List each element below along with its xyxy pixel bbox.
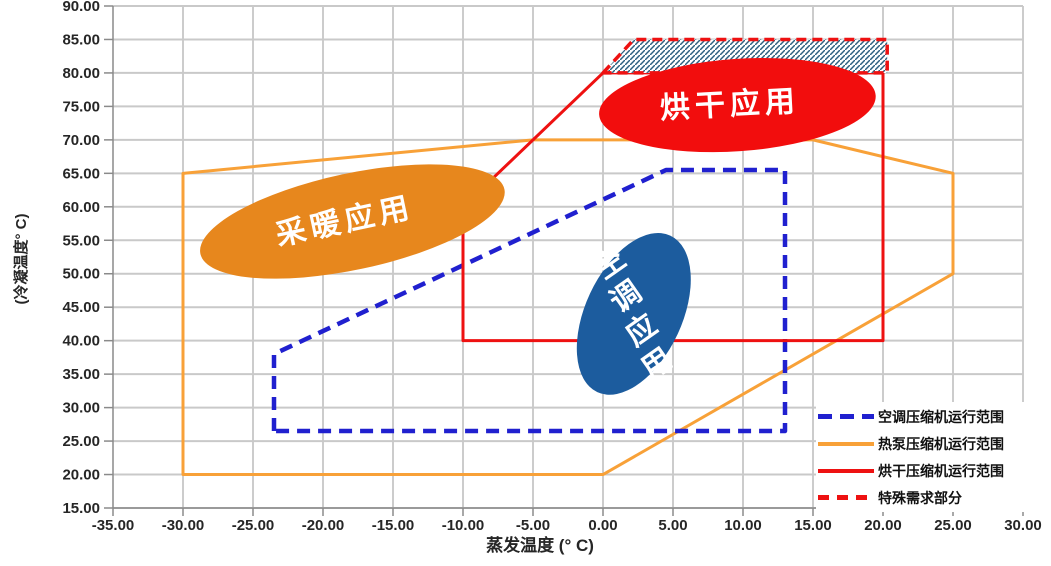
y-tick-label: 85.00 bbox=[62, 31, 100, 48]
y-tick-label: 70.00 bbox=[62, 132, 100, 149]
x-tick-label: -30.00 bbox=[162, 517, 205, 534]
range-polygon-dashed-2020cf bbox=[271, 167, 788, 434]
x-tick-label: -20.00 bbox=[302, 517, 345, 534]
x-tick-label: 15.00 bbox=[794, 517, 832, 534]
series-polygons bbox=[181, 37, 955, 477]
y-tick-label: 35.00 bbox=[62, 366, 100, 383]
legend: 空调压缩机运行范围 热泵压缩机运行范围 烘干压缩机运行范围 特殊需求部分 bbox=[816, 402, 1024, 512]
x-tick-label: 0.00 bbox=[588, 517, 617, 534]
legend-item-label: 热泵压缩机运行范围 bbox=[878, 435, 1004, 452]
application-ellipse bbox=[599, 57, 876, 153]
x-tick-label: 10.00 bbox=[724, 517, 762, 534]
legend-item-label: 空调压缩机运行范围 bbox=[878, 408, 1004, 425]
y-tick-label: 40.00 bbox=[62, 333, 100, 350]
application-ellipse bbox=[576, 233, 691, 395]
legend-item: 特殊需求部分 bbox=[818, 484, 1024, 511]
x-tick-label: -10.00 bbox=[442, 517, 485, 534]
legend-line-sample bbox=[818, 468, 874, 473]
legend-line-sample bbox=[818, 414, 874, 419]
y-tick-label: 60.00 bbox=[62, 199, 100, 216]
x-tick-label: -35.00 bbox=[92, 517, 135, 534]
y-axis-title: (冷凝温度° C) bbox=[13, 213, 30, 305]
legend-line-sample bbox=[818, 441, 874, 446]
x-tick-label: 25.00 bbox=[934, 517, 972, 534]
x-tick-label: 20.00 bbox=[864, 517, 902, 534]
legend-item: 热泵压缩机运行范围 bbox=[818, 430, 1024, 457]
y-tick-label: 20.00 bbox=[62, 467, 100, 484]
y-tick-label: 25.00 bbox=[62, 433, 100, 450]
x-axis-title: 蒸发温度 (° C) bbox=[486, 536, 594, 555]
y-tick-label: 55.00 bbox=[62, 232, 100, 249]
x-tick-label: 5.00 bbox=[658, 517, 687, 534]
x-tick-label: -15.00 bbox=[372, 517, 415, 534]
legend-item-label: 特殊需求部分 bbox=[878, 489, 962, 506]
y-tick-label: 50.00 bbox=[62, 266, 100, 283]
ellipse-shape bbox=[599, 57, 876, 153]
y-tick-label: 30.00 bbox=[62, 400, 100, 417]
ellipse-shape bbox=[200, 164, 505, 279]
ellipse-shape bbox=[576, 233, 691, 395]
y-tick-label: 75.00 bbox=[62, 98, 100, 115]
x-tick-label: -5.00 bbox=[516, 517, 550, 534]
legend-item: 烘干压缩机运行范围 bbox=[818, 457, 1024, 484]
y-tick-label: 45.00 bbox=[62, 299, 100, 316]
tick-labels: -35.00 -30.00 -25.00 -20.00 -15.00 -10.00 -5.0… bbox=[62, 0, 1041, 534]
ellipse-label: 烘干应用 bbox=[659, 84, 801, 125]
y-tick-label: 65.00 bbox=[62, 165, 100, 182]
legend-line-sample bbox=[818, 495, 874, 500]
application-ellipse bbox=[200, 164, 505, 279]
x-tick-label: 30.00 bbox=[1004, 517, 1042, 534]
y-tick-label: 90.00 bbox=[62, 0, 100, 15]
legend-item: 空调压缩机运行范围 bbox=[818, 403, 1024, 430]
y-tick-label: 80.00 bbox=[62, 65, 100, 82]
range-polygon-solid-f8a138 bbox=[181, 138, 955, 477]
legend-item-label: 烘干压缩机运行范围 bbox=[878, 462, 1004, 479]
x-tick-label: -25.00 bbox=[232, 517, 275, 534]
y-tick-label: 15.00 bbox=[62, 500, 100, 517]
